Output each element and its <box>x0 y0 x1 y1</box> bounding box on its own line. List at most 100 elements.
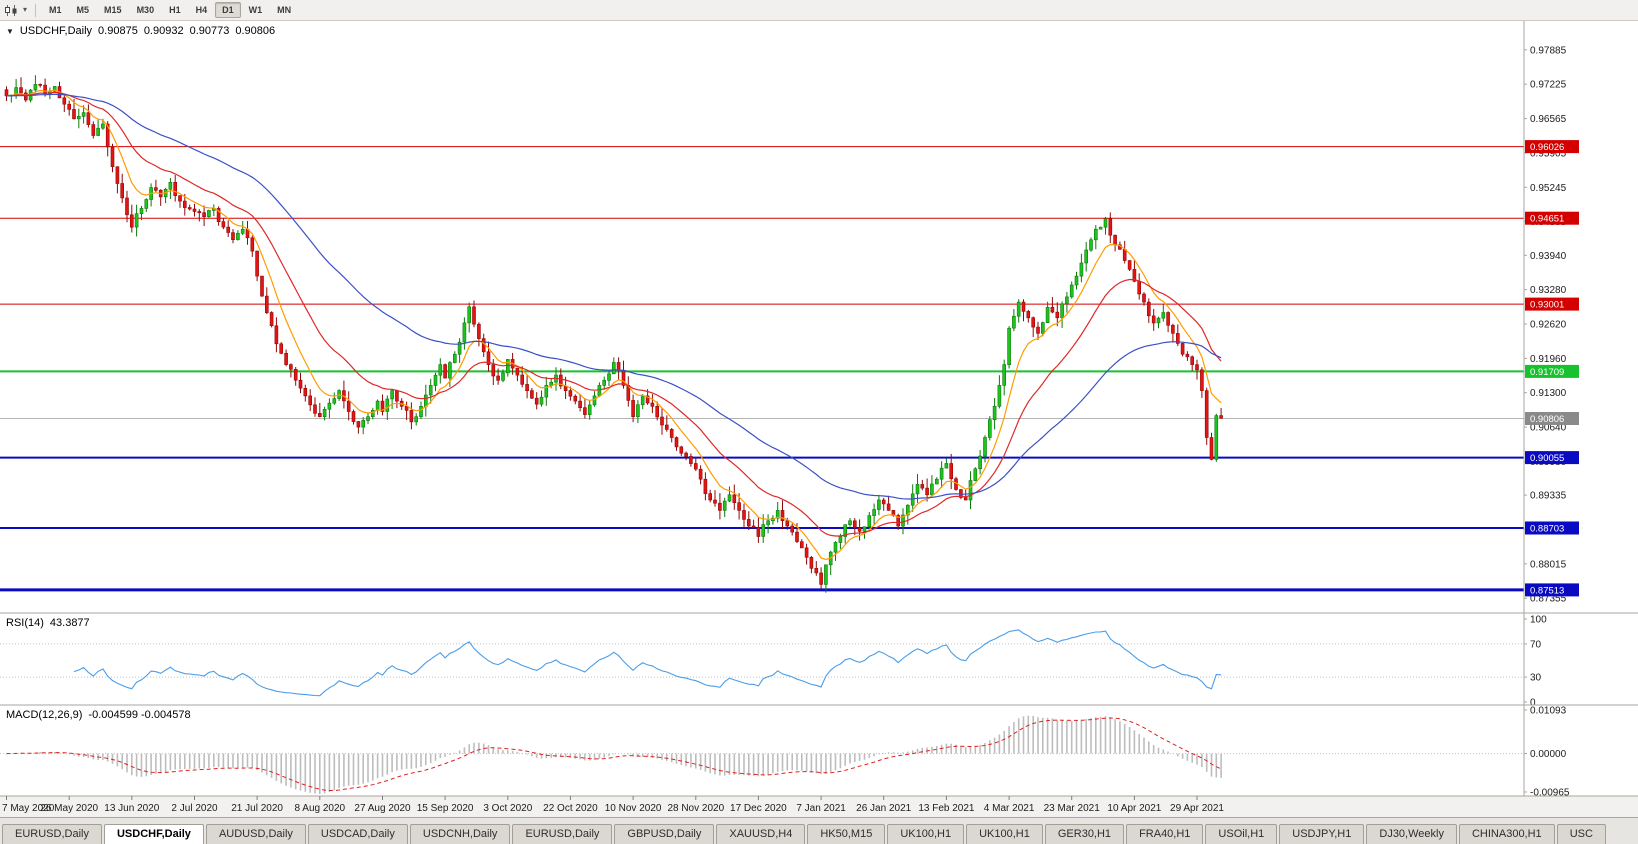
rsi-name: RSI(14) <box>6 617 44 629</box>
ma-8-line <box>6 89 1222 561</box>
macd-indicator-label: MACD(12,26,9) -0.004599 -0.004578 <box>6 709 191 721</box>
price-tick-label: 0.97225 <box>1530 80 1567 91</box>
price-badges: 0.96026 0.94651 0.93001 0.91709 0.90055 0.887… <box>1525 140 1579 597</box>
symbol-dropdown-icon[interactable]: ▼ <box>6 26 14 36</box>
chart-tab-usc[interactable]: USC <box>1556 824 1606 844</box>
chart-tab-gbpusd-daily[interactable]: GBPUSD,Daily <box>614 824 715 844</box>
macd-tick-label: 0.00000 <box>1530 749 1567 760</box>
price-badge <box>1525 297 1579 311</box>
price-tick-label: 0.95245 <box>1530 183 1567 194</box>
date-label: 10 Nov 2020 <box>605 803 662 814</box>
macd-axis: 0.01093 0.00000 -0.00965 <box>1524 706 1570 799</box>
timeframe-button-h4[interactable]: H4 <box>195 5 208 15</box>
price-badge <box>1525 364 1579 378</box>
price-tick-label: 0.92620 <box>1530 320 1567 331</box>
chart-tab-uk100-h1[interactable]: UK100,H1 <box>966 824 1043 844</box>
date-label: 2 Jul 2020 <box>171 803 218 814</box>
price-badge-label: 0.94651 <box>1530 214 1564 225</box>
chart-tab-hk50-m15[interactable]: HK50,M15 <box>807 824 886 844</box>
rsi-indicator-label: RSI(14) 43.3877 <box>6 617 90 629</box>
price-tick-label: 0.87355 <box>1530 594 1567 605</box>
date-label: 3 Oct 2020 <box>483 803 532 814</box>
timeframe-button-m5[interactable]: M5 <box>76 5 90 15</box>
time-axis-strip[interactable] <box>0 796 1638 817</box>
chart-tab-uk100-h1[interactable]: UK100,H1 <box>887 824 965 844</box>
chart-tab-usdcad-daily[interactable]: USDCAD,Daily <box>307 824 408 844</box>
timeframe-button-w1[interactable]: W1 <box>248 5 263 15</box>
price-badge-label: 0.87513 <box>1530 585 1564 596</box>
price-badge <box>1525 412 1579 425</box>
support-resistance-lines <box>0 146 1524 592</box>
timeframe-button-m1[interactable]: M1 <box>49 5 62 15</box>
chart-tab-usdjpy-h1[interactable]: USDJPY,H1 <box>1279 824 1365 844</box>
chart-tab-ger30-h1[interactable]: GER30,H1 <box>1044 824 1125 844</box>
macd-signal-line <box>6 717 1222 791</box>
price-badge <box>1525 583 1579 597</box>
rsi-tick-label: 100 <box>1530 615 1547 626</box>
price-tick-label: 0.88015 <box>1530 559 1567 570</box>
timeframe-button-h1[interactable]: H1 <box>169 5 181 15</box>
chart-legend: ▼ USDCHF,Daily 0.90875 0.90932 0.90773 0… <box>6 25 275 37</box>
date-label: 4 Mar 2021 <box>984 803 1035 814</box>
timeframe-button-m30[interactable]: M30 <box>136 5 155 15</box>
chart-type-dropdown-caret-icon[interactable]: ▾ <box>23 5 28 14</box>
chart-tab-eurusd-daily[interactable]: EURUSD,Daily <box>512 824 613 844</box>
chart-tab-usoil-h1[interactable]: USOil,H1 <box>1205 824 1278 844</box>
timeframe-button-d1[interactable]: D1 <box>215 2 241 18</box>
chart-tab-china300-h1[interactable]: CHINA300,H1 <box>1458 824 1555 844</box>
timeframe-button-mn[interactable]: MN <box>277 5 292 15</box>
price-badge <box>1525 140 1579 154</box>
legend-low: 0.90773 <box>189 25 230 37</box>
legend-high: 0.90932 <box>143 25 184 37</box>
price-badge-label: 0.88703 <box>1530 524 1564 535</box>
price-tick-label: 0.89335 <box>1530 491 1567 502</box>
price-badge-label: 0.90806 <box>1530 414 1564 425</box>
chart-tab-eurusd-daily[interactable]: EURUSD,Daily <box>2 824 102 844</box>
date-label: 22 Oct 2020 <box>543 803 598 814</box>
price-badge-label: 0.90055 <box>1530 453 1564 464</box>
macd-tick-label: -0.00965 <box>1530 788 1570 799</box>
price-badge-label: 0.91709 <box>1530 367 1564 378</box>
ma-21-line <box>6 91 1222 537</box>
rsi-tick-label: 0 <box>1530 698 1536 709</box>
toolbar-separator <box>35 3 37 17</box>
price-badge <box>1525 211 1579 225</box>
price-tick-label: 0.96565 <box>1530 114 1567 125</box>
chart-tab-audusd-daily[interactable]: AUDUSD,Daily <box>205 824 306 844</box>
chart-tab-usdcnh-daily[interactable]: USDCNH,Daily <box>409 824 511 844</box>
timeframe-button-m15[interactable]: M15 <box>104 5 122 15</box>
rsi-axis: 100 70 30 0 <box>1524 615 1547 709</box>
candlestick-glyph <box>5 4 17 16</box>
chart-type-icon[interactable] <box>3 4 20 17</box>
date-label: 26 May 2020 <box>40 803 98 814</box>
date-label: 21 Jul 2020 <box>231 803 283 814</box>
chart-tab-dj30-weekly[interactable]: DJ30,Weekly <box>1366 824 1457 844</box>
date-label: 10 Apr 2021 <box>1107 803 1161 814</box>
chart-canvas[interactable]: 0.978850.972250.965650.959050.952450.945… <box>0 21 1638 817</box>
date-label: 13 Feb 2021 <box>918 803 975 814</box>
price-tick-label: 0.97885 <box>1530 45 1567 56</box>
legend-symbol-period: USDCHF,Daily <box>19 25 93 37</box>
rsi-tick-label: 30 <box>1530 673 1542 684</box>
timeframe-toolbar: ▾ M1 M5 M15 M30 H1 H4 D1 W1 MN <box>0 0 1638 21</box>
price-badge-label: 0.96026 <box>1530 142 1564 153</box>
price-badge <box>1525 521 1579 535</box>
date-label: 7 May 2020 <box>2 803 55 814</box>
macd-values: -0.004599 -0.004578 <box>88 709 191 721</box>
price-tick-label: 0.90640 <box>1530 423 1567 434</box>
price-badge <box>1525 451 1579 465</box>
chart-tab-xauusd-h4[interactable]: XAUUSD,H4 <box>716 824 806 844</box>
rsi-tick-label: 70 <box>1530 639 1542 650</box>
rsi-line <box>73 629 1222 697</box>
chart-tab-fra40-h1[interactable]: FRA40,H1 <box>1126 824 1204 844</box>
price-tick-label: 0.95905 <box>1530 148 1567 159</box>
date-label: 15 Sep 2020 <box>417 803 474 814</box>
price-axis[interactable]: 0.978850.972250.965650.959050.952450.945… <box>1524 45 1567 605</box>
ma-55-line <box>6 93 1222 500</box>
date-label: 27 Aug 2020 <box>354 803 411 814</box>
price-badge-label: 0.93001 <box>1530 300 1564 311</box>
chart-tab-usdchf-daily[interactable]: USDCHF,Daily <box>103 824 204 844</box>
date-label: 17 Dec 2020 <box>730 803 787 814</box>
macd-name: MACD(12,26,9) <box>6 709 83 721</box>
